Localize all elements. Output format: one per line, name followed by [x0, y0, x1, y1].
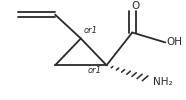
- Text: O: O: [131, 1, 139, 11]
- Text: or1: or1: [87, 66, 101, 75]
- Text: OH: OH: [166, 37, 182, 47]
- Text: NH₂: NH₂: [153, 77, 173, 87]
- Text: or1: or1: [84, 26, 98, 35]
